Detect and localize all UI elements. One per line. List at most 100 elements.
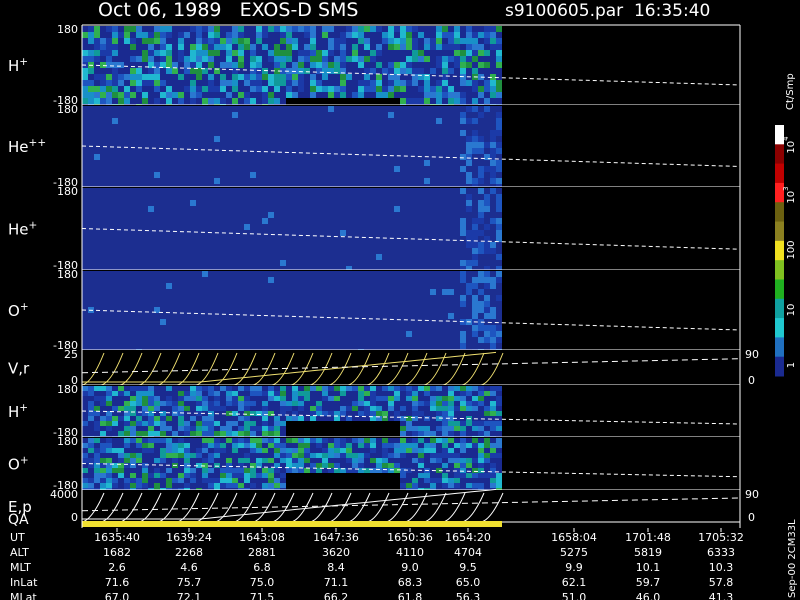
spectrogram-cell: [184, 74, 190, 80]
spectrogram-cell: [142, 80, 148, 86]
spectrogram-cell: [484, 74, 490, 80]
spectrogram-cell: [136, 80, 142, 86]
spectrogram-cell: [310, 301, 316, 307]
spectrogram-cell: [340, 411, 346, 416]
spectrogram-cell: [340, 194, 346, 200]
spectrogram-cell: [472, 160, 478, 166]
spectrogram-cell: [262, 421, 268, 426]
spectrogram-cell: [472, 32, 478, 38]
spectrogram-cell: [490, 68, 496, 74]
spectrogram-cell: [388, 295, 394, 301]
spectrogram-cell: [280, 254, 286, 260]
spectrogram-cell: [496, 416, 502, 421]
spectrogram-cell: [82, 136, 88, 142]
spectrogram-cell: [424, 301, 430, 307]
spectrogram-cell: [286, 254, 292, 260]
spectrogram-cell: [178, 271, 184, 277]
spectrogram-cell: [310, 148, 316, 154]
spectrogram-cell: [376, 426, 382, 431]
spectrogram-cell: [370, 313, 376, 319]
spectrogram-cell: [160, 92, 166, 98]
spectrogram-cell: [226, 416, 232, 421]
spectrogram-cell: [202, 453, 208, 458]
spectrogram-cell: [112, 130, 118, 136]
spectrogram-cell: [184, 468, 190, 473]
spectrogram-cell: [172, 271, 178, 277]
spectrogram-cell: [346, 194, 352, 200]
spectrogram-cell: [214, 301, 220, 307]
spectrogram-cell: [388, 260, 394, 266]
spectrogram-cell: [406, 50, 412, 56]
spectrogram-cell: [310, 260, 316, 266]
spectrogram-cell: [160, 478, 166, 483]
spectrogram-cell: [406, 142, 412, 148]
spectrogram-cell: [112, 194, 118, 200]
spectrogram-cell: [418, 106, 424, 112]
spectrogram-cell: [118, 242, 124, 248]
spectrogram-cell: [424, 386, 430, 391]
spectrogram-cell: [214, 331, 220, 337]
trace: [81, 309, 741, 331]
spectrogram-cell: [280, 295, 286, 301]
spectrogram-cell: [328, 154, 334, 160]
spectrogram-cell: [154, 124, 160, 130]
spectrogram-cell: [226, 142, 232, 148]
spectrogram-cell: [214, 337, 220, 343]
spectrogram-cell: [262, 271, 268, 277]
panel-label-sup: +: [19, 402, 28, 414]
spectrogram-cell: [376, 313, 382, 319]
spectrogram-cell: [442, 26, 448, 32]
spectrogram-cell: [460, 154, 466, 160]
spectrogram-cell: [160, 172, 166, 178]
spectrogram-cell: [244, 391, 250, 396]
spectrogram-cell: [418, 200, 424, 206]
spectrogram-cell: [430, 62, 436, 68]
spectrogram-cell: [424, 254, 430, 260]
spectrogram-cell: [418, 307, 424, 313]
spectrogram-cell: [190, 118, 196, 124]
spectrogram-cell: [394, 325, 400, 331]
spectrogram-cell: [130, 453, 136, 458]
spectrogram-cell: [196, 411, 202, 416]
spectrogram-cell: [310, 98, 316, 104]
spectrogram-cell: [118, 426, 124, 431]
spectrogram-cell: [166, 106, 172, 112]
spectrogram-cell: [454, 416, 460, 421]
spectrogram-cell: [484, 212, 490, 218]
spectrogram-cell: [100, 124, 106, 130]
spectrogram-cell: [178, 478, 184, 483]
spectrogram-cell: [472, 391, 478, 396]
spectrogram-cell: [490, 62, 496, 68]
spectrogram-cell: [340, 416, 346, 421]
spectrogram-cell: [106, 148, 112, 154]
spectrogram-cell: [334, 218, 340, 224]
spectrogram-cell: [250, 289, 256, 295]
spectrogram-cell: [442, 112, 448, 118]
spectrogram-cell: [190, 212, 196, 218]
spectrogram-cell: [382, 242, 388, 248]
spectrogram-cell: [334, 254, 340, 260]
spectrogram-cell: [406, 62, 412, 68]
spectrogram-cell: [448, 74, 454, 80]
spectrogram-cell: [268, 218, 274, 224]
spectrogram-cell: [406, 319, 412, 325]
spectrogram-cell: [328, 411, 334, 416]
spectrogram-cell: [448, 112, 454, 118]
spectrogram-cell: [82, 401, 88, 406]
spectrogram-cell: [154, 98, 160, 104]
spectrogram-cell: [460, 431, 466, 436]
panel-label: O+: [8, 301, 29, 320]
spectrogram-cell: [418, 124, 424, 130]
spectrogram-cell: [478, 118, 484, 124]
spectrogram-cell: [100, 74, 106, 80]
spectrogram-cell: [304, 98, 310, 104]
spectrogram-cell: [286, 319, 292, 325]
spectrogram-cell: [472, 386, 478, 391]
spectrogram-cell: [364, 166, 370, 172]
spectrogram-cell: [316, 172, 322, 178]
spectrogram-cell: [166, 118, 172, 124]
spectrogram-cell: [310, 271, 316, 277]
spectrogram-cell: [484, 32, 490, 38]
spectrogram-cell: [124, 86, 130, 92]
spectrogram-cell: [130, 406, 136, 411]
